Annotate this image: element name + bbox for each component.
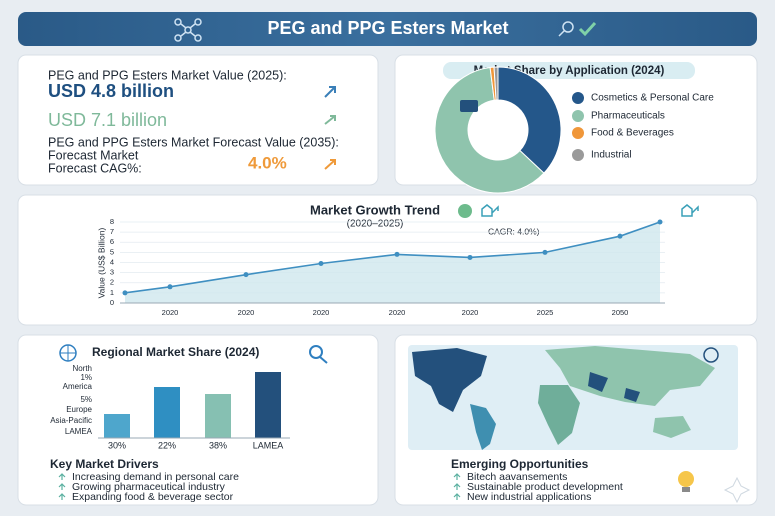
list-item: Expanding food & beverage sector — [72, 491, 234, 503]
area — [125, 222, 660, 303]
x-tick-label: 22% — [158, 440, 176, 450]
point — [617, 233, 623, 239]
side-label: Asia-Pacific — [50, 416, 92, 425]
value-2035: USD 7.1 billion — [48, 110, 167, 130]
list-item: Growing pharmaceutical industry — [72, 481, 226, 493]
side-label: North — [72, 364, 92, 373]
y-tick-label: 4 — [110, 257, 114, 266]
donut-slice — [493, 66, 499, 101]
y-tick-label: 3 — [110, 268, 114, 277]
sparkle — [723, 476, 751, 504]
x-tick-label: 2020 — [162, 308, 179, 317]
legend-label: Food & Beverages — [591, 128, 674, 139]
cagr-value: 4.0% — [248, 153, 287, 172]
side-label: LAMEA — [65, 427, 93, 436]
y-tick-label: 5 — [110, 247, 114, 256]
line-annotation: CAGR: 4.0%) — [488, 226, 540, 236]
donut-slice — [497, 66, 562, 174]
bar — [205, 394, 231, 438]
search-check-icon — [558, 21, 597, 37]
trend-icon — [324, 159, 336, 170]
list-item: Bitech aavansements — [467, 471, 567, 483]
legend-label: Cosmetics & Personal Care — [591, 93, 714, 104]
page-title: PEG and PPG Esters Market — [267, 18, 508, 38]
bullet-arrow — [58, 483, 66, 490]
legend-label: Industrial — [591, 150, 632, 161]
bulb-icon — [678, 471, 694, 492]
forecast-label: Forecast Market — [48, 148, 139, 162]
list-item: Increasing demand in personal care — [72, 471, 239, 483]
legend-label: Pharmaceuticals — [591, 111, 665, 122]
point — [318, 261, 324, 267]
legend-swatch — [572, 110, 584, 122]
x-tick-label: LAMEA — [253, 440, 284, 450]
line-subtitle: (2020–2025) — [347, 219, 404, 230]
x-tick-label: 2020 — [238, 308, 255, 317]
x-tick-label: 30% — [108, 440, 126, 450]
x-tick-label: 2020 — [462, 308, 479, 317]
trend-icon — [324, 115, 336, 125]
home-icon — [481, 204, 499, 217]
value-2025-label: PEG and PPG Esters Market Value (2025): — [48, 68, 287, 82]
trend-icon — [324, 86, 336, 98]
bullet-arrow — [453, 483, 461, 490]
legend-swatch — [572, 92, 584, 104]
list-item: New industrial applications — [467, 491, 591, 503]
line-title: Market Growth Trend — [310, 202, 440, 217]
point — [394, 251, 400, 257]
x-tick-label: 2020 — [389, 308, 406, 317]
bar — [154, 387, 180, 438]
y-tick-label: 6 — [110, 237, 114, 246]
search-icon — [319, 356, 328, 364]
bullet-arrow — [58, 493, 66, 500]
bar — [255, 372, 281, 438]
network-icon — [174, 18, 202, 42]
bullet-arrow — [453, 493, 461, 500]
legend-swatch — [572, 149, 584, 161]
legend-swatch — [572, 127, 584, 139]
bullet-arrow — [58, 473, 66, 480]
point — [657, 219, 663, 225]
point — [467, 254, 473, 260]
y-tick-label: 0 — [110, 298, 114, 307]
home-icon — [681, 204, 699, 217]
list-item: Sustainable product development — [467, 481, 623, 493]
side-label: Europe — [66, 405, 92, 414]
bullet-arrow — [453, 473, 461, 480]
point — [542, 249, 548, 255]
x-tick-label: 2020 — [313, 308, 330, 317]
search-icon — [309, 345, 323, 359]
briefcase-icon — [460, 100, 478, 112]
dollar-icon — [458, 204, 472, 218]
x-tick-label: 38% — [209, 440, 227, 450]
search-icon — [703, 347, 719, 363]
side-label: 1% — [80, 373, 92, 382]
cagr-label: Forecast CAG%: — [48, 161, 142, 175]
y-tick-label: 2 — [110, 278, 114, 287]
value-2025: USD 4.8 billion — [48, 81, 174, 101]
donut-slice — [434, 66, 545, 194]
opportunities-title: Emerging Opportunities — [451, 457, 589, 471]
x-tick-label: 2025 — [537, 308, 554, 317]
side-label: 5% — [80, 395, 92, 404]
y-tick-label: 8 — [110, 217, 114, 226]
y-tick-label: 1 — [110, 288, 114, 297]
globe-icon — [60, 345, 76, 361]
point — [167, 284, 173, 290]
drivers-title: Key Market Drivers — [50, 457, 159, 471]
side-label: America — [63, 382, 93, 391]
bar — [104, 414, 130, 438]
bar-title: Regional Market Share (2024) — [92, 345, 259, 359]
point — [122, 290, 128, 296]
point — [243, 272, 249, 278]
y-tick-label: 7 — [110, 227, 114, 236]
header-bar — [18, 12, 757, 46]
x-tick-label: 2050 — [612, 308, 629, 317]
value-2035-label: PEG and PPG Esters Market Forecast Value… — [48, 135, 339, 149]
world-map — [412, 346, 715, 450]
y-axis-label: Value (US$ Billion) — [96, 227, 106, 298]
